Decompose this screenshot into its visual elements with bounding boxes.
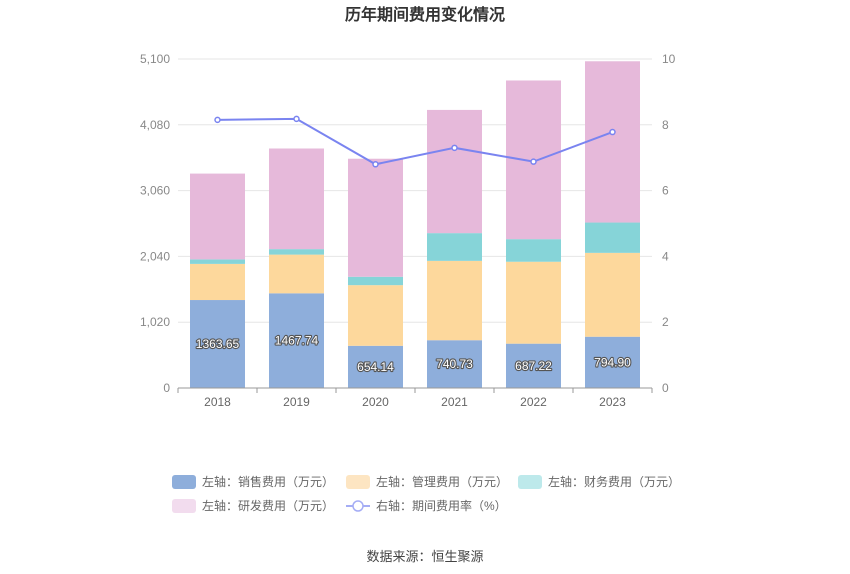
bar-segment-1 bbox=[269, 293, 324, 388]
y-right-tick-label: 4 bbox=[662, 249, 669, 263]
x-tick-label: 2022 bbox=[520, 395, 547, 409]
legend-label: 左轴：研发费用（万元） bbox=[202, 498, 334, 513]
y-left-tick-label: 3,060 bbox=[140, 184, 170, 198]
legend-label: 左轴：管理费用（万元） bbox=[376, 474, 508, 489]
y-left-tick-label: 4,080 bbox=[140, 118, 170, 132]
x-tick-label: 2023 bbox=[599, 395, 626, 409]
bar-segment-1 bbox=[348, 345, 403, 388]
legend: 左轴：销售费用（万元） 左轴：管理费用（万元） 左轴：财务费用（万元） 左轴：研发费用… bbox=[172, 474, 680, 513]
grid-lines bbox=[178, 58, 652, 323]
y-axis-left: 0 1,020 2,040 3,060 4,080 5,100 bbox=[140, 52, 170, 395]
bar-value-label: 687.22 bbox=[515, 359, 552, 373]
bar-value-label: 740.73 bbox=[436, 357, 473, 371]
y-left-tick-label: 0 bbox=[163, 381, 170, 395]
y-right-tick-label: 2 bbox=[662, 315, 669, 329]
bar-segment-4 bbox=[190, 173, 245, 260]
x-tick-label: 2021 bbox=[441, 395, 468, 409]
bar-segment-1 bbox=[190, 300, 245, 388]
bar-segment-2 bbox=[269, 254, 324, 294]
x-tick-label: 2018 bbox=[204, 395, 231, 409]
y-left-tick-label: 1,020 bbox=[140, 315, 170, 329]
rate-point bbox=[609, 128, 616, 136]
y-right-tick-label: 6 bbox=[662, 184, 669, 198]
bar-segment-4 bbox=[269, 148, 324, 250]
rate-point bbox=[214, 116, 221, 124]
rate-line bbox=[214, 115, 616, 168]
rate-line-path bbox=[217, 117, 613, 166]
legend-label: 左轴：财务费用（万元） bbox=[548, 474, 680, 489]
bar-segment-1 bbox=[427, 340, 482, 388]
bar-segment-2 bbox=[427, 260, 482, 341]
legend-swatch bbox=[346, 475, 370, 489]
legend-label: 右轴：期间费用率（%） bbox=[376, 498, 507, 513]
data-source: 数据来源：恒生聚源 bbox=[366, 549, 483, 564]
bar-segment-3 bbox=[269, 249, 324, 255]
bar-segment-4 bbox=[348, 158, 403, 277]
bar-labels: 1363.65 1467.74 654.14 740.73 687.22 794.90 bbox=[195, 333, 633, 375]
bar-segment-4 bbox=[427, 109, 482, 234]
bar-segment-2 bbox=[585, 252, 640, 337]
bar-value-label: 654.14 bbox=[357, 360, 394, 374]
legend-marker bbox=[352, 500, 364, 512]
bar-segment-4 bbox=[585, 61, 640, 223]
rate-point bbox=[293, 115, 300, 123]
bar-segment-1 bbox=[585, 336, 640, 388]
bar-segment-3 bbox=[506, 239, 561, 262]
rate-point bbox=[451, 144, 458, 152]
legend-swatch bbox=[172, 499, 196, 513]
bar-segment-3 bbox=[190, 259, 245, 264]
bar-segment-2 bbox=[348, 285, 403, 346]
y-right-tick-label: 0 bbox=[662, 381, 669, 395]
bar-segment-3 bbox=[427, 233, 482, 261]
x-tick-label: 2020 bbox=[362, 395, 389, 409]
y-right-tick-label: 8 bbox=[662, 118, 669, 132]
legend-label: 左轴：销售费用（万元） bbox=[202, 474, 334, 489]
bar-segment-2 bbox=[190, 263, 245, 301]
bar-segment-3 bbox=[585, 222, 640, 253]
bar-value-label: 794.90 bbox=[594, 355, 631, 369]
y-left-tick-label: 2,040 bbox=[140, 249, 170, 263]
x-axis: 2018 2019 2020 2021 2022 2023 bbox=[177, 387, 653, 409]
bar-segment-3 bbox=[348, 276, 403, 286]
y-left-tick-label: 5,100 bbox=[140, 52, 170, 66]
x-tick-label: 2019 bbox=[283, 395, 310, 409]
bar-segment-1 bbox=[506, 343, 561, 388]
bars bbox=[190, 61, 640, 388]
bar-segment-2 bbox=[506, 261, 561, 344]
legend-swatch bbox=[518, 475, 542, 489]
bar-value-label: 1467.74 bbox=[275, 334, 319, 348]
legend-swatch bbox=[172, 475, 196, 489]
rate-point bbox=[372, 161, 379, 168]
y-axis-right: 0 2 4 6 8 10 bbox=[662, 52, 676, 395]
rate-point bbox=[530, 158, 537, 165]
y-right-tick-label: 10 bbox=[662, 52, 676, 66]
chart-title: 历年期间费用变化情况 bbox=[345, 5, 505, 24]
bar-value-label: 1363.65 bbox=[196, 337, 240, 351]
